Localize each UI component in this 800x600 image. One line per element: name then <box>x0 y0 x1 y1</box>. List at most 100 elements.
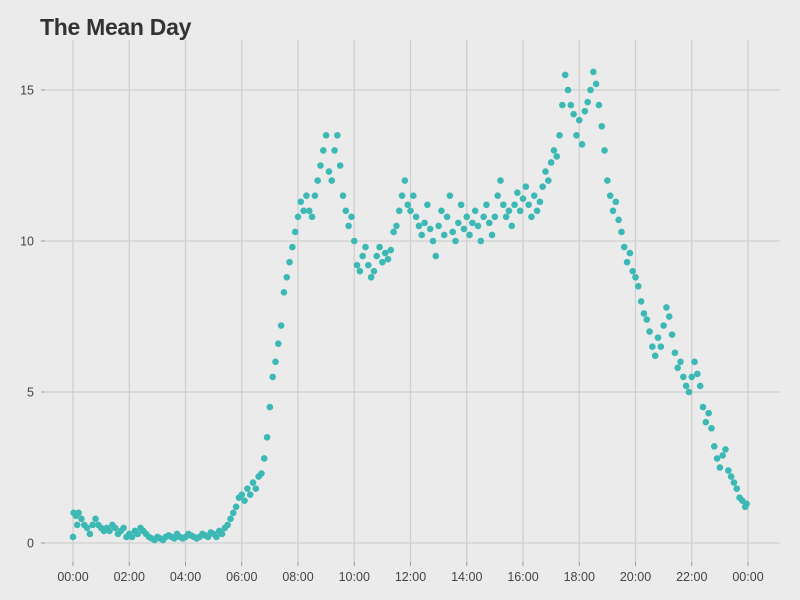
data-point <box>694 370 701 378</box>
data-point <box>415 222 423 230</box>
data-point <box>401 177 409 184</box>
x-tick-label: 10:00 <box>339 570 370 584</box>
grid-layer <box>45 40 780 562</box>
data-point <box>570 110 577 118</box>
data-point <box>595 101 603 109</box>
data-point <box>73 521 81 529</box>
data-point <box>407 207 414 215</box>
data-point <box>384 255 392 263</box>
data-point <box>232 503 240 511</box>
data-point <box>348 213 355 221</box>
data-point <box>528 213 535 221</box>
data-point <box>502 213 510 221</box>
data-point <box>359 252 366 260</box>
data-point <box>561 71 569 79</box>
data-point <box>280 289 288 296</box>
data-point <box>643 316 651 323</box>
data-point <box>590 68 597 76</box>
data-point <box>277 322 285 329</box>
data-point <box>249 479 257 486</box>
data-point <box>713 455 721 462</box>
data-point <box>564 86 572 94</box>
data-point <box>345 222 352 230</box>
y-tick-label: 5 <box>27 386 34 400</box>
data-point <box>508 222 516 230</box>
data-point <box>483 201 490 209</box>
data-point <box>536 198 544 206</box>
data-point <box>542 168 549 175</box>
data-point <box>387 246 395 254</box>
data-point <box>106 527 113 535</box>
data-point <box>92 515 99 523</box>
data-point <box>730 479 738 486</box>
data-points <box>69 68 750 544</box>
data-point <box>477 237 485 245</box>
data-point <box>688 373 696 381</box>
data-point <box>426 225 434 233</box>
data-point <box>556 132 563 139</box>
data-point <box>516 207 524 215</box>
data-point <box>573 132 580 139</box>
data-point <box>395 207 403 215</box>
data-point <box>559 101 566 109</box>
data-point <box>283 273 291 281</box>
data-point <box>339 192 347 199</box>
data-point <box>134 530 141 538</box>
data-point <box>685 388 693 396</box>
data-point <box>618 228 625 236</box>
data-point <box>353 261 361 269</box>
y-tick-label: 15 <box>20 84 34 98</box>
data-point <box>665 313 673 320</box>
data-point <box>725 467 732 474</box>
data-point <box>238 491 246 498</box>
y-tick-label: 10 <box>20 235 34 249</box>
data-point <box>241 497 248 505</box>
data-point <box>457 201 465 209</box>
data-point <box>438 207 445 215</box>
data-point <box>466 231 473 239</box>
data-point <box>424 201 431 209</box>
data-point <box>350 237 358 245</box>
data-point <box>390 228 397 236</box>
x-tick-label: 20:00 <box>620 570 651 584</box>
data-point <box>443 213 451 221</box>
data-point <box>530 192 538 199</box>
data-point <box>258 470 265 477</box>
chart-title: The Mean Day <box>40 14 192 40</box>
data-point <box>311 192 319 199</box>
data-point <box>525 201 532 209</box>
data-point <box>606 192 614 199</box>
data-point <box>365 261 372 269</box>
data-point <box>474 222 482 230</box>
data-point <box>227 515 234 523</box>
data-point <box>691 358 698 366</box>
data-point <box>291 228 299 236</box>
data-point <box>612 198 620 206</box>
data-point <box>452 237 459 245</box>
data-point <box>269 373 276 381</box>
data-point <box>705 409 712 417</box>
data-point <box>224 521 231 529</box>
data-point <box>743 500 750 508</box>
data-point <box>671 349 679 357</box>
data-point <box>632 273 639 281</box>
data-point <box>404 201 411 209</box>
data-point <box>381 249 389 257</box>
data-point <box>708 424 715 432</box>
data-point <box>578 141 586 148</box>
data-point <box>336 162 344 169</box>
data-point <box>629 267 636 275</box>
data-point <box>334 132 341 139</box>
data-point <box>604 177 611 184</box>
data-point <box>609 207 617 215</box>
data-point <box>550 147 558 154</box>
data-point <box>89 521 96 529</box>
data-point <box>626 249 634 257</box>
data-point <box>69 533 77 541</box>
data-point <box>699 403 707 411</box>
data-point <box>668 331 676 338</box>
data-point <box>320 147 327 154</box>
data-point <box>646 328 653 335</box>
data-point <box>263 434 271 441</box>
data-point <box>696 382 704 390</box>
